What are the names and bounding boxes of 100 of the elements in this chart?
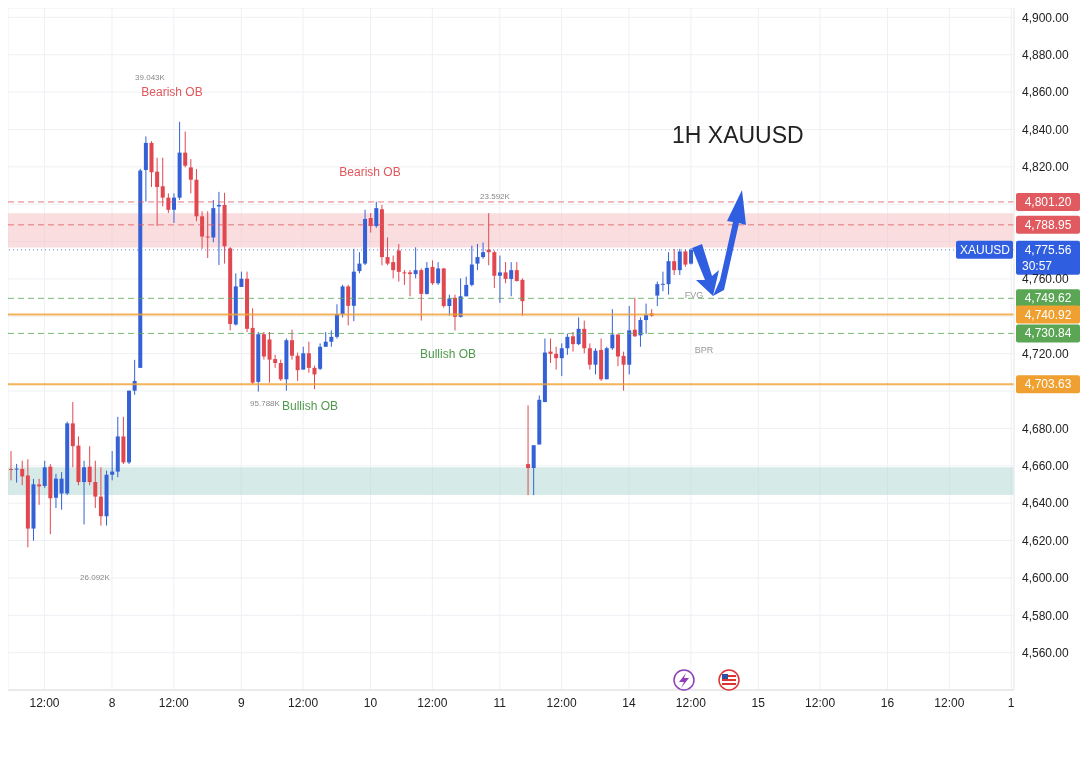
y-tick-label: 4,560.00 bbox=[1022, 645, 1070, 660]
annotation: FVG bbox=[684, 290, 704, 300]
annotation: 95.788K bbox=[250, 398, 281, 408]
annotation: Bullish OB bbox=[281, 399, 339, 413]
candlestick bbox=[419, 267, 424, 322]
candlestick bbox=[615, 333, 620, 367]
candlestick bbox=[70, 401, 75, 468]
candlestick bbox=[318, 342, 323, 371]
candlestick bbox=[655, 281, 660, 307]
x-tick-label: 12:00 bbox=[288, 695, 319, 710]
candlestick bbox=[110, 450, 115, 481]
x-tick-label: 16 bbox=[880, 695, 895, 710]
x-tick-label: 12:00 bbox=[417, 695, 448, 710]
candlestick bbox=[53, 473, 58, 509]
candlestick bbox=[554, 346, 559, 371]
candlestick bbox=[205, 210, 210, 259]
y-tick-label: 4,900.00 bbox=[1022, 10, 1070, 25]
candlestick bbox=[160, 157, 165, 207]
annotation: 39.043K bbox=[135, 72, 166, 82]
candlestick bbox=[436, 261, 441, 286]
y-tick-label: 4,620.00 bbox=[1022, 533, 1070, 548]
candlestick bbox=[295, 352, 300, 382]
candlestick bbox=[301, 346, 306, 371]
ref-line-label: 4,749.62 bbox=[1024, 291, 1072, 306]
candlestick bbox=[200, 210, 205, 250]
candlestick bbox=[565, 333, 570, 356]
x-tick-label: 10 bbox=[363, 695, 378, 710]
candlestick bbox=[666, 251, 671, 296]
x-tick-label: 1 bbox=[1007, 695, 1015, 710]
x-tick-label: 12:00 bbox=[934, 695, 965, 710]
candlestick bbox=[87, 445, 92, 486]
y-tick-label: 4,640.00 bbox=[1022, 496, 1070, 511]
candlestick bbox=[509, 261, 514, 297]
candlestick bbox=[334, 303, 339, 340]
y-tick-label: 4,860.00 bbox=[1022, 85, 1070, 100]
candlestick bbox=[98, 466, 103, 527]
x-tick-label: 12:00 bbox=[805, 695, 836, 710]
candlestick bbox=[660, 271, 665, 292]
candlestick bbox=[492, 250, 497, 289]
candlestick bbox=[374, 201, 379, 229]
annotation: BPR bbox=[694, 345, 714, 355]
candlestick bbox=[497, 255, 502, 304]
annotation: Bearish OB bbox=[339, 165, 401, 179]
ref-line-label: 4,730.84 bbox=[1024, 326, 1072, 341]
candlestick bbox=[610, 308, 615, 351]
candlestick bbox=[93, 460, 98, 509]
annotation: Bullish OB bbox=[419, 347, 477, 361]
y-tick-label: 4,880.00 bbox=[1022, 47, 1070, 62]
y-tick-label: 4,600.00 bbox=[1022, 571, 1070, 586]
candlestick bbox=[37, 478, 42, 506]
y-tick-label: 4,760.00 bbox=[1022, 272, 1070, 287]
candlestick bbox=[531, 444, 536, 496]
candlestick bbox=[155, 157, 160, 227]
x-tick-label: 15 bbox=[751, 695, 766, 710]
candlestick bbox=[14, 463, 19, 484]
candlestick bbox=[503, 261, 508, 284]
candlestick bbox=[408, 269, 413, 297]
candlestick bbox=[638, 316, 643, 348]
candlestick bbox=[188, 158, 193, 194]
ref-line-label: 4,740.92 bbox=[1024, 307, 1072, 322]
candlestick bbox=[306, 341, 311, 374]
ref-line-label: 4,775.56 bbox=[1024, 242, 1072, 257]
candlestick bbox=[587, 342, 592, 371]
text: 30:57 bbox=[1022, 258, 1053, 273]
candlestick bbox=[20, 460, 25, 486]
candlestick bbox=[571, 331, 576, 353]
candlestick bbox=[576, 316, 581, 346]
candlestick bbox=[396, 243, 401, 283]
text: 1H XAUUSD bbox=[672, 122, 804, 149]
candlestick bbox=[82, 460, 87, 525]
candlestick bbox=[526, 404, 531, 496]
candlestick bbox=[346, 284, 351, 326]
candlestick bbox=[9, 450, 13, 481]
candlestick bbox=[430, 259, 435, 286]
candlestick bbox=[672, 248, 677, 276]
candlestick bbox=[312, 365, 317, 390]
candlestick bbox=[42, 460, 47, 489]
candlestick bbox=[559, 342, 564, 377]
candlestick bbox=[447, 294, 452, 317]
annotation: 23.592K bbox=[480, 191, 511, 201]
annotation: XAUUSD bbox=[959, 242, 1011, 257]
candlestick bbox=[261, 331, 266, 361]
candlestick bbox=[278, 359, 283, 382]
candlestick bbox=[183, 131, 188, 168]
x-tick-label: 12:00 bbox=[675, 695, 707, 710]
candlestick bbox=[593, 347, 598, 375]
y-tick-label: 4,580.00 bbox=[1022, 608, 1070, 623]
candlestick bbox=[621, 351, 626, 392]
ref-line-label: 4,703.63 bbox=[1024, 377, 1072, 392]
x-tick-label: 9 bbox=[237, 695, 245, 710]
ref-line-label: 4,788.95 bbox=[1024, 217, 1072, 232]
x-tick-label: 12:00 bbox=[546, 695, 577, 710]
x-tick-label: 8 bbox=[108, 695, 116, 710]
candlestick bbox=[290, 329, 295, 361]
y-tick-label: 4,680.00 bbox=[1022, 421, 1070, 436]
y-tick-label: 4,820.00 bbox=[1022, 160, 1070, 175]
ref-line-label: 4,801.20 bbox=[1024, 194, 1072, 209]
x-tick-label: 14 bbox=[622, 695, 637, 710]
candlestick bbox=[357, 251, 362, 274]
candlestick bbox=[171, 192, 176, 224]
